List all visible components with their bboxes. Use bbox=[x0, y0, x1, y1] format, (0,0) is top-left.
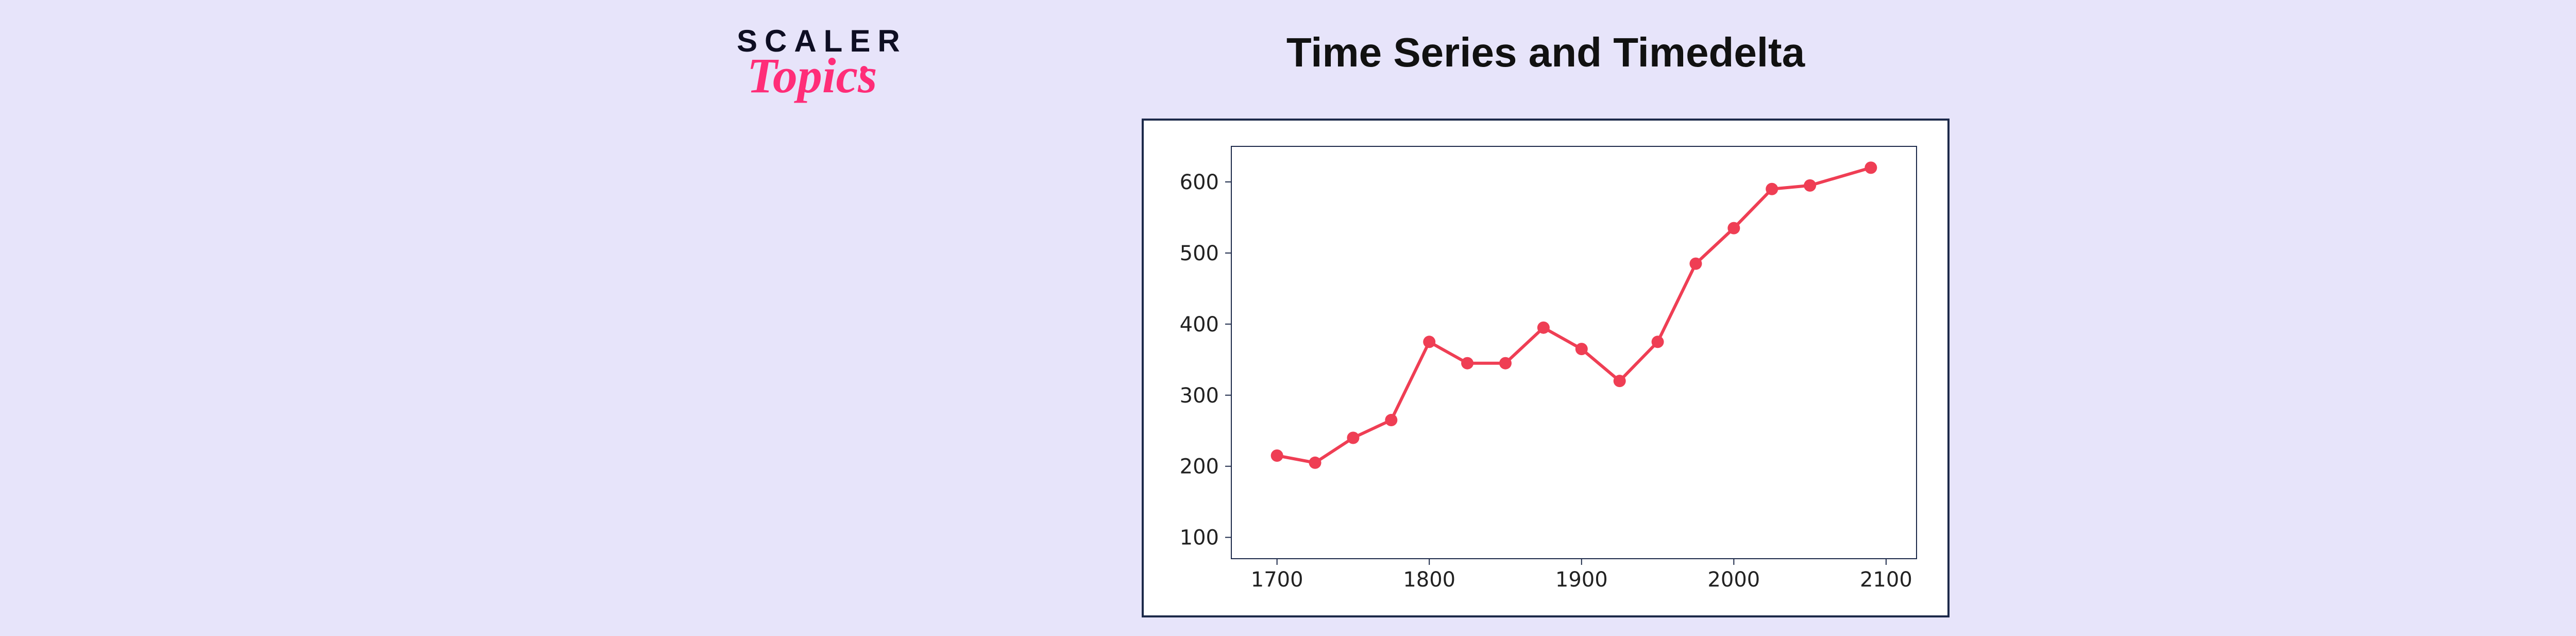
series-marker bbox=[1865, 161, 1877, 174]
series-marker bbox=[1271, 449, 1283, 462]
series-marker bbox=[1347, 432, 1359, 444]
series-marker bbox=[1804, 179, 1816, 192]
series-marker bbox=[1727, 222, 1740, 235]
time-series-chart: 1700 1800 1900 2000 2100 100 200 300 400 500 600 bbox=[1144, 121, 1947, 615]
chart-frame: 1700 1800 1900 2000 2100 100 200 300 400 500 600 bbox=[1142, 119, 1950, 617]
series-marker bbox=[1575, 343, 1588, 355]
series-marker bbox=[1423, 336, 1435, 348]
x-tick-label: 1700 bbox=[1251, 568, 1303, 592]
series-marker bbox=[1309, 457, 1321, 469]
series-marker bbox=[1689, 258, 1702, 270]
x-tick-label: 1900 bbox=[1555, 568, 1608, 592]
x-tick-label: 2000 bbox=[1707, 568, 1760, 592]
series-marker bbox=[1652, 336, 1664, 348]
y-tick-label: 100 bbox=[1180, 526, 1219, 550]
y-tick-label: 600 bbox=[1180, 171, 1219, 194]
page-title: Time Series and Timedelta bbox=[0, 29, 2576, 76]
y-tick-label: 400 bbox=[1180, 313, 1219, 337]
series-marker bbox=[1614, 375, 1626, 387]
y-tick-label: 300 bbox=[1180, 384, 1219, 408]
series-marker bbox=[1461, 357, 1473, 370]
y-tick-label: 500 bbox=[1180, 242, 1219, 265]
series-marker bbox=[1537, 322, 1550, 334]
series-marker bbox=[1766, 183, 1778, 195]
series-marker bbox=[1385, 414, 1397, 426]
y-tick-label: 200 bbox=[1180, 455, 1219, 479]
x-tick-label: 1800 bbox=[1403, 568, 1455, 592]
series-marker bbox=[1499, 357, 1512, 370]
page: SCALER Topics Time Series and Timedelta … bbox=[0, 0, 2576, 636]
x-tick-label: 2100 bbox=[1860, 568, 1912, 592]
